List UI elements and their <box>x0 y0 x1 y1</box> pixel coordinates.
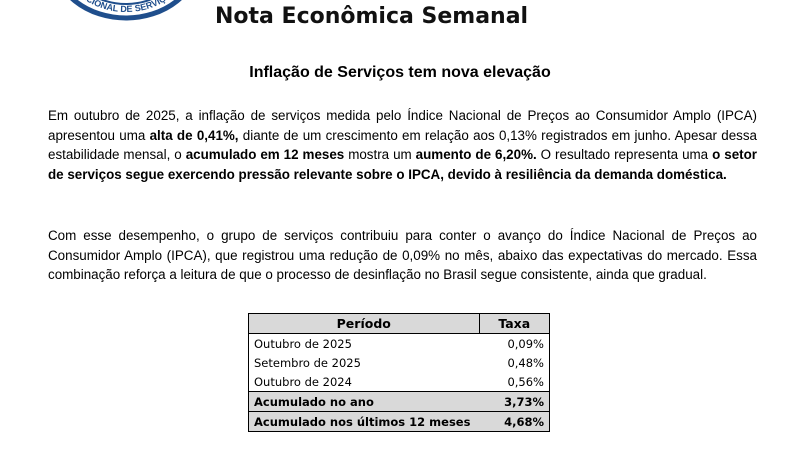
period-cell: Acumulado no ano <box>248 391 479 412</box>
paragraph: Com esse desempenho, o grupo de serviços… <box>48 226 757 285</box>
rate-cell: 0,48% <box>479 353 550 372</box>
title: Nota Econômica Semanal <box>215 4 529 29</box>
text: diante de um crescimento em relação aos … <box>48 127 757 163</box>
rate-cell: 0,56% <box>479 372 550 392</box>
text: mostra um <box>344 147 416 163</box>
table-row: Acumulado nos últimos 12 meses 4,68% <box>248 411 550 432</box>
header-row: Período Taxa <box>248 313 550 334</box>
period-cell: Outubro de 2024 <box>248 372 479 392</box>
logo-ring <box>70 0 182 21</box>
table-row: Outubro de 2024 0,56% <box>248 372 550 392</box>
table-row: Setembro de 2025 0,48% <box>248 353 550 372</box>
rate-cell: 0,09% <box>479 333 550 353</box>
rates-table: Período Taxa Outubro de 2025 0,09% Setembr… <box>248 313 550 432</box>
paragraph: Em outubro de 2025, a inflação de serviç… <box>48 106 757 184</box>
bold-text: aumento de 6,20%. <box>415 147 537 163</box>
bold-text: o setor de serviços segue exercendo pres… <box>48 147 757 182</box>
subtitle: Inflação de Serviços tem nova elevação <box>249 64 551 81</box>
text: Com esse desempenho, o grupo de serviços… <box>48 228 757 283</box>
logo: NACIONAL DE SERVIÇOS <box>70 0 182 21</box>
period-cell: Acumulado nos últimos 12 meses <box>248 411 479 432</box>
logo-inner <box>99 0 153 5</box>
header-cell: Período <box>248 313 480 334</box>
table-body: Outubro de 2025 0,09% Setembro de 2025 0,48… <box>248 333 550 432</box>
period-cell: Setembro de 2025 <box>248 353 479 372</box>
header-cell: Taxa <box>478 313 550 334</box>
text: O resultado representa uma <box>536 147 713 163</box>
table-row: Acumulado no ano 3,73% <box>248 391 550 412</box>
rate-cell: 3,73% <box>479 391 550 412</box>
table-row: Outubro de 2025 0,09% <box>248 333 550 353</box>
rate-cell: 4,68% <box>479 411 550 432</box>
bold-text: alta de 0,41%, <box>149 127 239 143</box>
text: Em outubro de 2025, a inflação de serviç… <box>48 108 757 143</box>
bold-text: acumulado em 12 meses <box>185 147 345 163</box>
period-cell: Outubro de 2025 <box>248 333 479 353</box>
